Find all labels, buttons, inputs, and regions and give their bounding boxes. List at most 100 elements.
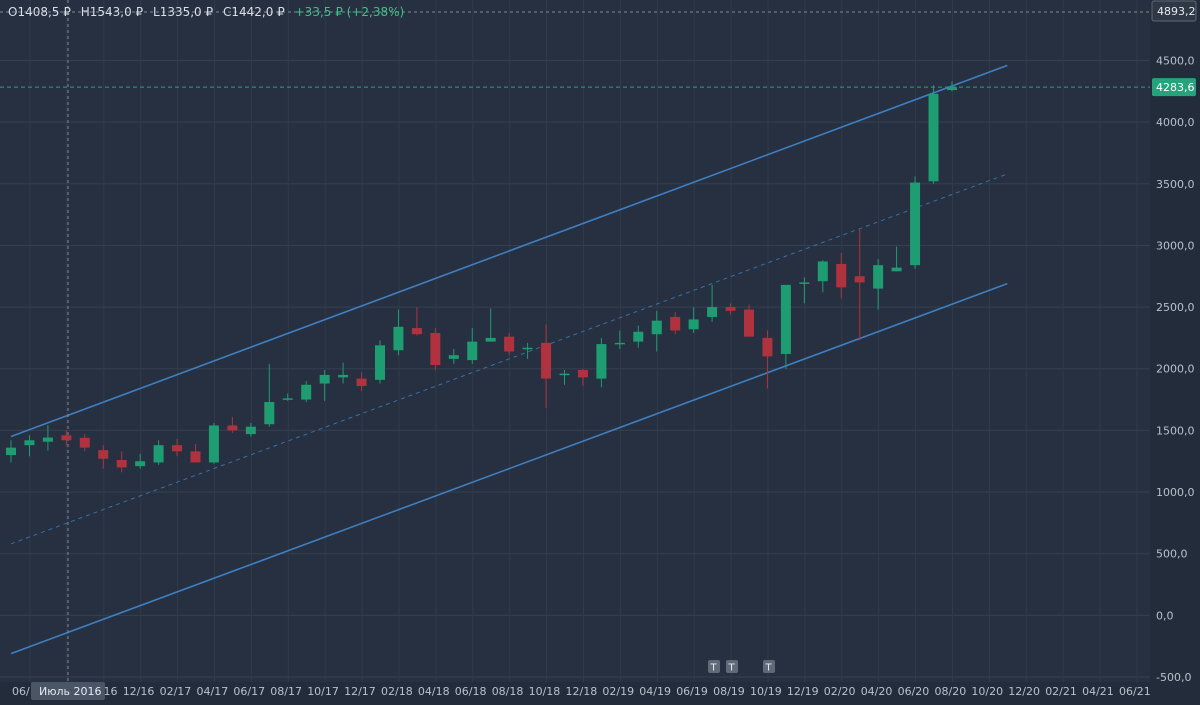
candle-body[interactable] [744,309,754,337]
candle-body[interactable] [301,384,312,400]
x-tick-label: 08/19 [713,685,745,698]
y-tick-label: 1500,0 [1156,424,1195,437]
candle-body[interactable] [836,263,847,288]
y-tick-label: 4500,0 [1156,54,1195,67]
candle-body[interactable] [577,369,588,378]
candle-body[interactable] [485,337,496,342]
x-tick-label: 02/20 [824,685,856,698]
x-tick-label: 12/18 [566,685,598,698]
candle-body[interactable] [633,331,644,342]
candle-body[interactable] [504,336,515,352]
candle-body[interactable] [725,307,736,311]
candle-body[interactable] [522,347,533,350]
ohlc-low: L1335,0 ₽ [153,5,214,19]
x-tick-label: 10/20 [971,685,1003,698]
candle-body[interactable] [227,425,238,431]
candle-body[interactable] [430,332,441,366]
ohlc-high: H1543,0 ₽ [80,5,144,19]
event-marker[interactable] [708,660,720,673]
x-tick-label: 06/17 [233,685,265,698]
candle-body[interactable] [873,265,884,289]
candle-body[interactable] [245,426,256,435]
candle-body[interactable] [116,459,127,468]
x-tick-label: 06/20 [898,685,930,698]
x-tick-label: 04/19 [639,685,671,698]
channel-upper-line[interactable] [10,64,1008,438]
crosshair-price-tag [1151,0,1197,22]
event-marker-label[interactable]: T [765,663,773,674]
x-tick-label: 08/20 [935,685,967,698]
channel-middle-line[interactable] [10,173,1008,545]
candle-body[interactable] [135,461,146,467]
candle-body[interactable] [79,437,90,448]
candle-body[interactable] [338,374,349,378]
candle-body[interactable] [559,373,570,376]
x-tick-label: 12/16 [123,685,155,698]
candle-body[interactable] [42,437,53,442]
x-tick-label: 04/17 [197,685,229,698]
candle-body[interactable] [891,267,902,272]
event-marker[interactable] [763,660,775,673]
y-tick-label: 500,0 [1156,548,1188,561]
x-tick-label: 06/21 [1119,685,1151,698]
candle-body[interactable] [172,445,183,452]
candle-body[interactable] [762,337,773,357]
x-tick-label: 02/17 [160,685,192,698]
candle-body[interactable] [854,276,865,283]
candle-body[interactable] [411,328,422,335]
ohlc-close: C1442,0 ₽ [222,5,285,19]
candle-body[interactable] [61,435,72,441]
x-tick-label: 02/21 [1045,685,1077,698]
last-price-tag [1152,78,1196,97]
y-tick-label: 2000,0 [1156,363,1195,376]
ohlc-legend: O1408,5 ₽ H1543,0 ₽ L1335,0 ₽ C1442,0 ₽ … [8,5,410,19]
candle-body[interactable] [319,374,330,384]
candle-body[interactable] [651,320,662,335]
candle-body[interactable] [356,378,367,387]
candle-body[interactable] [670,316,681,331]
candle-body[interactable] [282,398,293,400]
candle-body[interactable] [799,282,810,284]
candle-body[interactable] [541,342,552,379]
x-tick-label: 12/20 [1008,685,1040,698]
candle-body[interactable] [24,440,35,446]
candle-body[interactable] [190,451,201,463]
candle-body[interactable] [467,341,478,361]
x-tick-label: 06/ [12,685,30,698]
channel-lower-line[interactable] [10,282,1008,655]
candle-body[interactable] [98,450,109,459]
y-tick-label: 3000,0 [1156,239,1195,252]
candle-body[interactable] [6,447,16,456]
x-tick-label: 10/17 [307,685,339,698]
candle-body[interactable] [375,345,385,380]
candle-body[interactable] [780,284,791,354]
candle-body[interactable] [614,342,625,345]
candle-body[interactable] [928,93,939,182]
y-tick-label: 2500,0 [1156,301,1195,314]
candle-body[interactable] [596,344,607,379]
candle-body[interactable] [393,326,404,351]
y-tick-label: 3500,0 [1156,178,1195,191]
event-marker-label[interactable]: T [728,663,736,674]
x-tick-label: 10/18 [529,685,561,698]
ohlc-change: +33,5 ₽ (+2,38%) [294,5,405,19]
candle-body[interactable] [153,445,164,463]
y-tick-label: 1000,0 [1156,486,1195,499]
candle-body[interactable] [208,425,219,463]
x-tick-label: 06/19 [676,685,708,698]
candle-body[interactable] [448,355,459,359]
event-marker-label[interactable]: T [710,663,718,674]
x-tick-label: 04/21 [1082,685,1114,698]
candle-body[interactable] [707,307,718,317]
x-tick-label: 02/19 [602,685,634,698]
x-tick-label: 02/18 [381,685,413,698]
candle-body[interactable] [817,261,828,282]
candle-body[interactable] [264,402,275,425]
x-tick-label: 06/18 [455,685,487,698]
candle-body[interactable] [688,319,699,330]
candle-body[interactable] [910,182,921,266]
candle-body[interactable] [946,87,957,91]
event-marker[interactable] [726,660,738,673]
